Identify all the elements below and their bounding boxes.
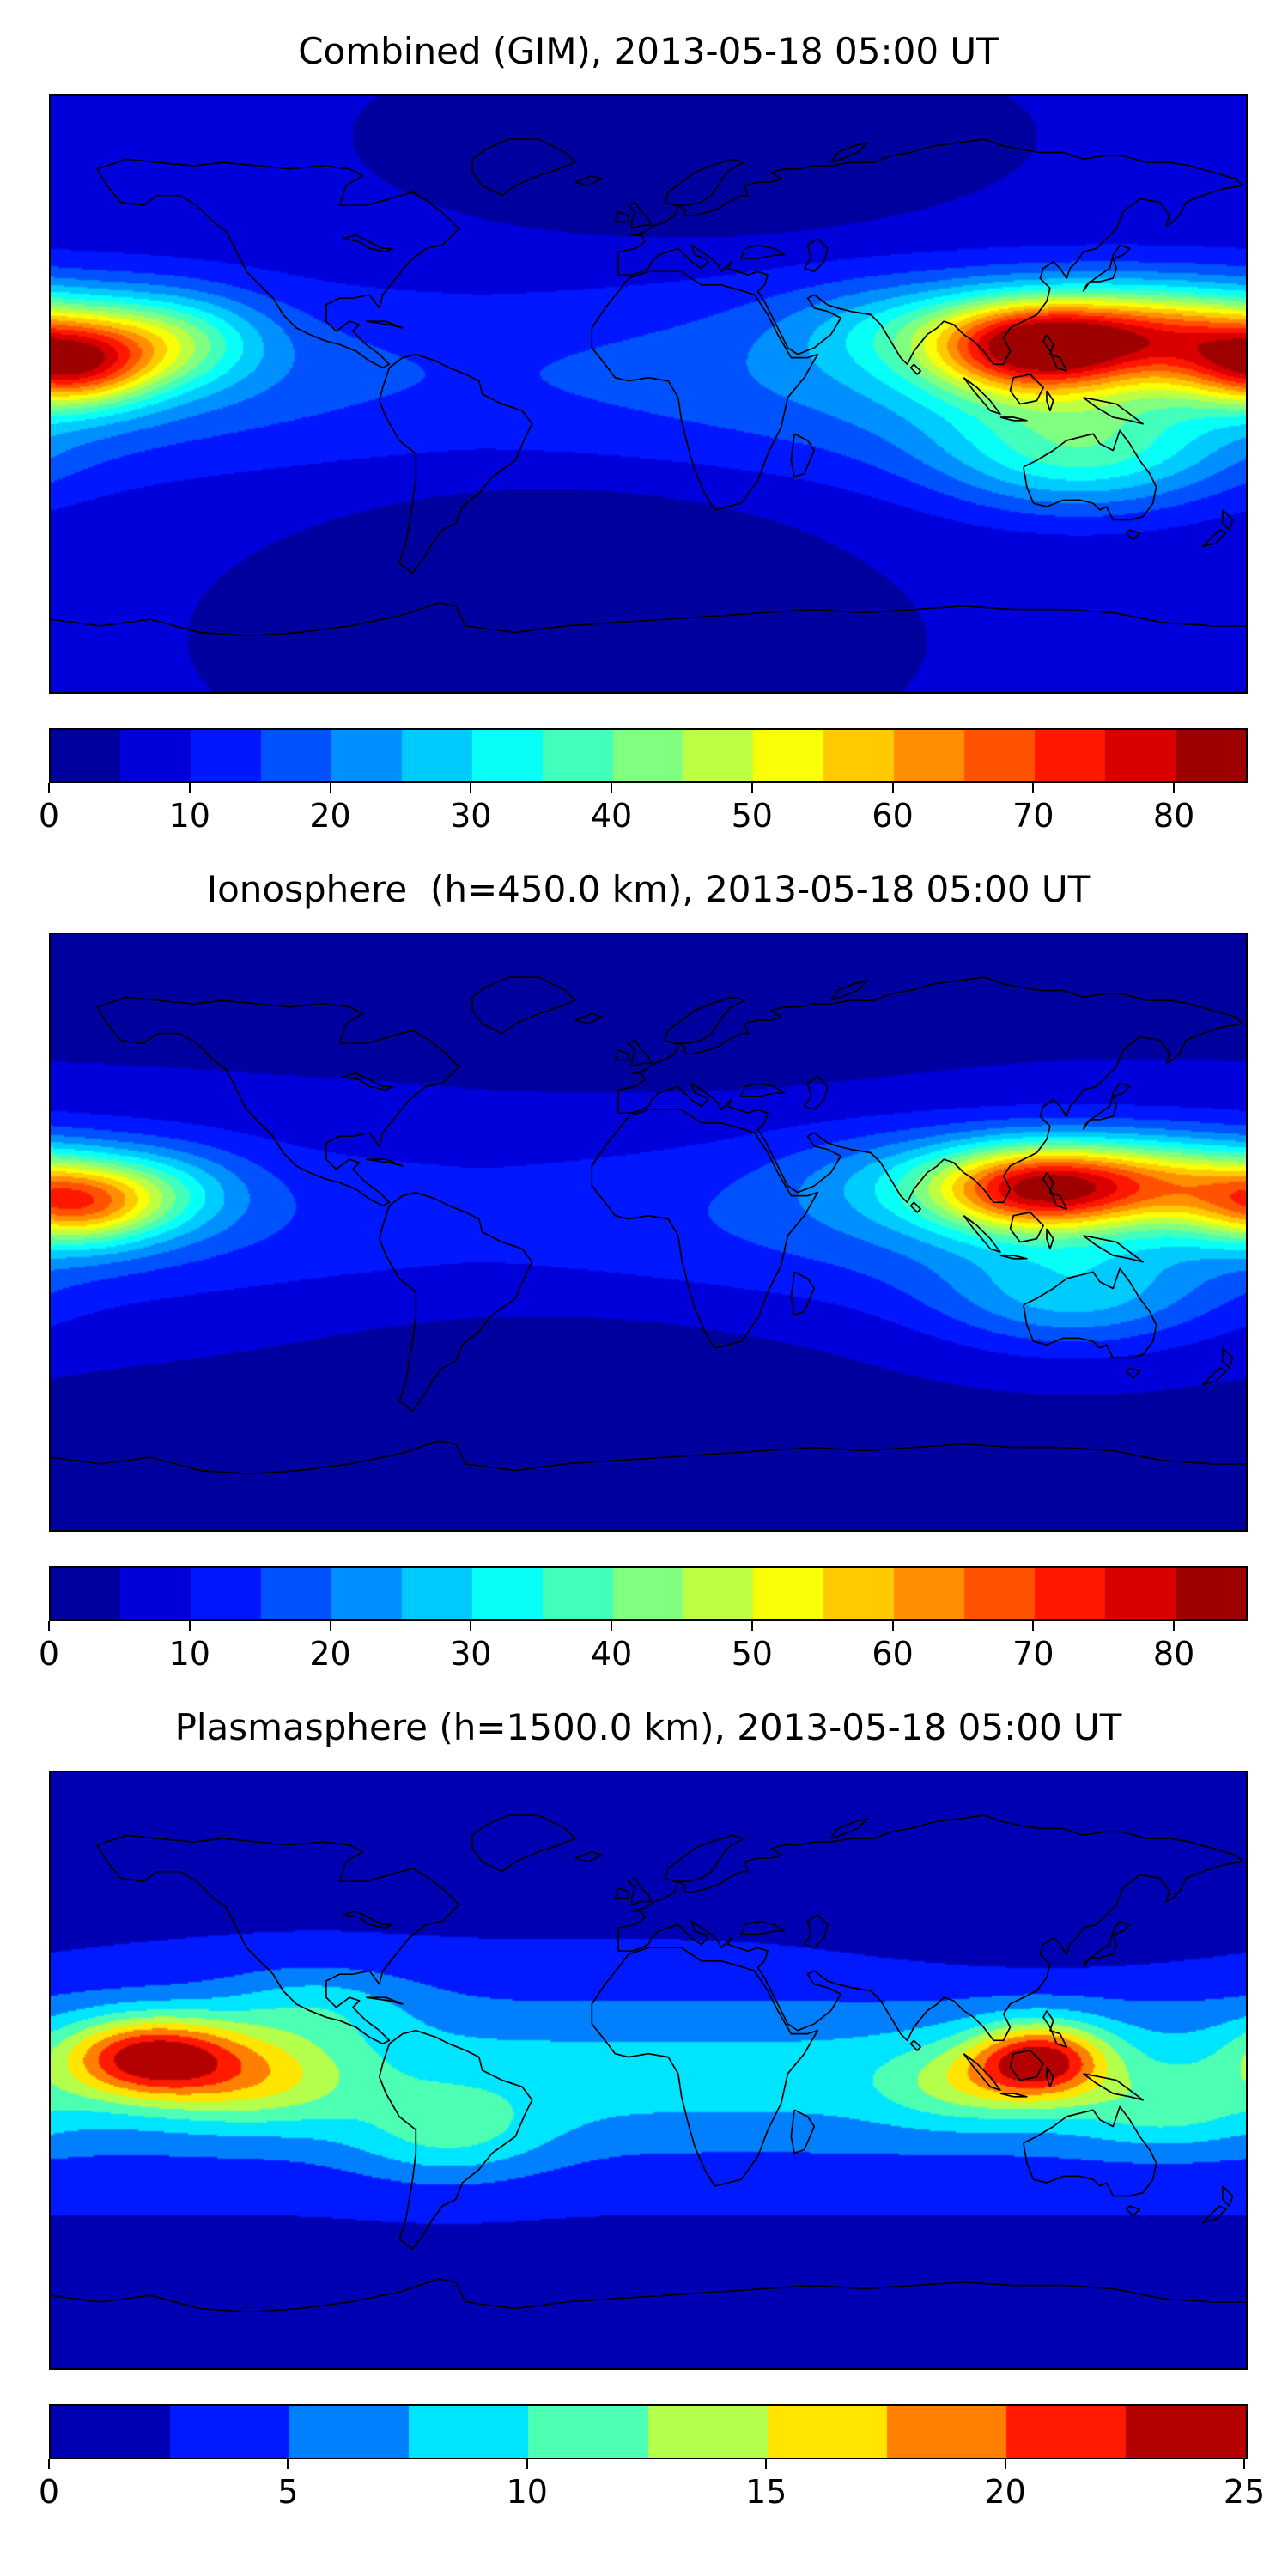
colorbar-tick-mark — [611, 1621, 613, 1631]
colorbar-tick-mark — [765, 2459, 768, 2469]
colorbar-tick-mark — [750, 783, 753, 793]
colorbar-tick-label: 25 — [1223, 2473, 1266, 2511]
colorbar-tick-mark — [188, 1621, 191, 1631]
colorbar-canvas — [51, 730, 1246, 781]
colorbar-tick-label: 30 — [450, 1635, 492, 1673]
colorbar-tick-mark — [470, 783, 472, 793]
colorbar-canvas — [51, 2406, 1246, 2458]
colorbar-tick-label: 20 — [309, 1635, 351, 1673]
colorbar-tick-label: 10 — [168, 1635, 210, 1673]
colorbar-tick-mark — [1004, 2459, 1006, 2469]
coastline-path — [51, 976, 1246, 1475]
world-map-ionosphere — [49, 933, 1248, 1532]
colorbar-tick-label: 30 — [450, 797, 492, 835]
colorbar-tick-mark — [48, 1621, 50, 1631]
colorbar-ticks-plasmasphere: 0 5 10 15 20 25 — [39, 2459, 1265, 2533]
panel-title: Plasmasphere (h=1500.0 km), 2013-05-18 0… — [174, 1706, 1122, 1748]
colorbar-tick-mark — [750, 1621, 753, 1631]
coastline-path — [51, 138, 1246, 637]
colorbar-tick-mark — [329, 783, 331, 793]
colorbar-tick-label: 20 — [309, 797, 351, 835]
colorbar-tick-label: 80 — [1152, 1635, 1195, 1673]
colorbar-ionosphere — [49, 1566, 1248, 1621]
world-map-combined — [49, 94, 1248, 694]
colorbar-tick-label: 60 — [872, 1635, 914, 1673]
colorbar-tick-mark — [329, 1621, 331, 1631]
colorbar-tick-label: 10 — [168, 797, 210, 835]
coastlines-overlay — [51, 1814, 1246, 2313]
colorbar-combined — [49, 728, 1248, 783]
colorbar-tick-mark — [48, 2459, 50, 2469]
colorbar-ticks-ionosphere: 0 10 20 30 40 50 60 70 80 — [39, 1621, 1244, 1695]
colorbar-tick-mark — [611, 783, 613, 793]
colorbar-tick-label: 40 — [590, 797, 633, 835]
panel-combined: Combined (GIM), 2013-05-18 05:00 UT 0 10 2… — [39, 30, 1248, 857]
colorbar-tick-mark — [526, 2459, 528, 2469]
colorbar-tick-mark — [1032, 783, 1035, 793]
colorbar-tick-label: 20 — [984, 2473, 1026, 2511]
colorbar-tick-mark — [891, 783, 894, 793]
coastlines-overlay — [51, 138, 1246, 637]
colorbar-tick-label: 50 — [731, 1635, 773, 1673]
colorbar-tick-mark — [470, 1621, 472, 1631]
world-map-plasmasphere — [49, 1771, 1248, 2370]
colorbar-tick-mark — [1173, 783, 1176, 793]
colorbar-tick-label: 5 — [277, 2473, 299, 2511]
colorbar-plasmasphere — [49, 2404, 1248, 2459]
tec-maps-figure: Combined (GIM), 2013-05-18 05:00 UT 0 10 2… — [0, 31, 1288, 2533]
panel-title: Ionosphere (h=450.0 km), 2013-05-18 05:0… — [206, 868, 1091, 910]
colorbar-tick-mark — [1173, 1621, 1176, 1631]
colorbar-tick-mark — [188, 783, 191, 793]
colorbar-tick-label: 80 — [1152, 797, 1195, 835]
colorbar-tick-mark — [1243, 2459, 1245, 2469]
colorbar-tick-label: 70 — [1012, 1635, 1054, 1673]
colorbar-tick-label: 40 — [590, 1635, 633, 1673]
colorbar-ticks-combined: 0 10 20 30 40 50 60 70 80 — [39, 783, 1244, 857]
colorbar-tick-label: 10 — [506, 2473, 548, 2511]
colorbar-tick-label: 0 — [38, 2473, 60, 2511]
panel-title: Combined (GIM), 2013-05-18 05:00 UT — [298, 30, 999, 72]
colorbar-tick-label: 15 — [745, 2473, 787, 2511]
colorbar-tick-mark — [1032, 1621, 1035, 1631]
colorbar-tick-label: 60 — [872, 797, 914, 835]
colorbar-tick-label: 0 — [38, 797, 60, 835]
colorbar-tick-label: 0 — [38, 1635, 60, 1673]
colorbar-tick-mark — [287, 2459, 289, 2469]
coastlines-overlay — [51, 976, 1246, 1475]
panel-ionosphere: Ionosphere (h=450.0 km), 2013-05-18 05:0… — [39, 868, 1248, 1695]
colorbar-tick-label: 50 — [731, 797, 773, 835]
panel-plasmasphere: Plasmasphere (h=1500.0 km), 2013-05-18 0… — [39, 1706, 1265, 2533]
colorbar-tick-mark — [48, 783, 50, 793]
coastline-path — [51, 1814, 1246, 2313]
colorbar-tick-label: 70 — [1012, 797, 1054, 835]
colorbar-tick-mark — [891, 1621, 894, 1631]
colorbar-canvas — [51, 1568, 1246, 1619]
